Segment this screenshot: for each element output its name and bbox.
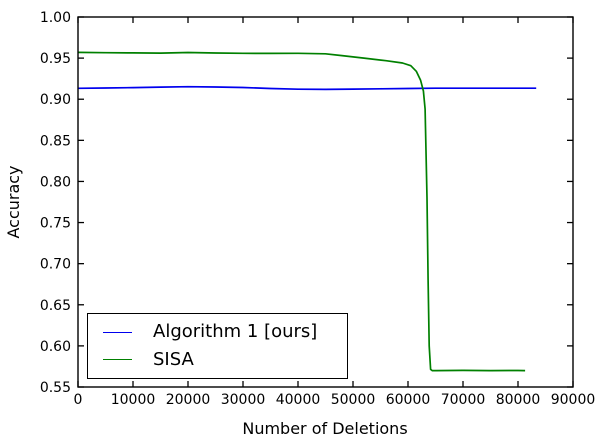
legend-item-sisa: SISA [103,350,347,370]
x-tick-label: 80000 [496,392,541,408]
x-tick-label: 20000 [166,392,211,408]
x-tick-label: 0 [74,392,83,408]
y-tick-label: 0.65 [40,298,71,314]
legend-label-sisa: SISA [153,349,194,371]
legend: Algorithm 1 [ours] SISA [87,313,348,379]
x-tick-label: 60000 [386,392,431,408]
y-tick-label: 0.90 [40,92,71,108]
y-tick-label: 0.85 [40,133,71,149]
y-tick-label: 0.75 [40,216,71,232]
x-tick-label: 70000 [441,392,486,408]
x-tick-label: 30000 [221,392,266,408]
series-line-algorithm-1-ours [77,85,537,91]
x-axis-label: Number of Deletions [242,419,407,438]
x-tick-label: 50000 [331,392,376,408]
y-tick-label: 0.55 [40,380,71,396]
x-tick-label: 40000 [276,392,321,408]
x-tick-label: 10000 [111,392,156,408]
y-tick-label: 0.95 [40,51,71,67]
y-axis-label: Accuracy [4,165,23,238]
y-tick-label: 1.00 [40,10,71,26]
y-tick-label: 0.60 [40,339,71,355]
axes-frame: 0 10000 20000 30000 40000 50000 60000 70000 8000… [40,10,595,408]
y-tick-label: 0.80 [40,174,71,190]
y-tick-label: 0.70 [40,257,71,273]
legend-item-algorithm-1-ours: Algorithm 1 [ours] [103,322,347,342]
legend-line-sample-blue [103,331,132,333]
series-layer [77,51,537,372]
x-tick-label: 90000 [551,392,596,408]
plot-border [77,16,574,388]
series-line-sisa [77,51,526,372]
legend-line-sample-green [103,359,132,361]
legend-label-algorithm-1-ours: Algorithm 1 [ours] [153,321,318,343]
